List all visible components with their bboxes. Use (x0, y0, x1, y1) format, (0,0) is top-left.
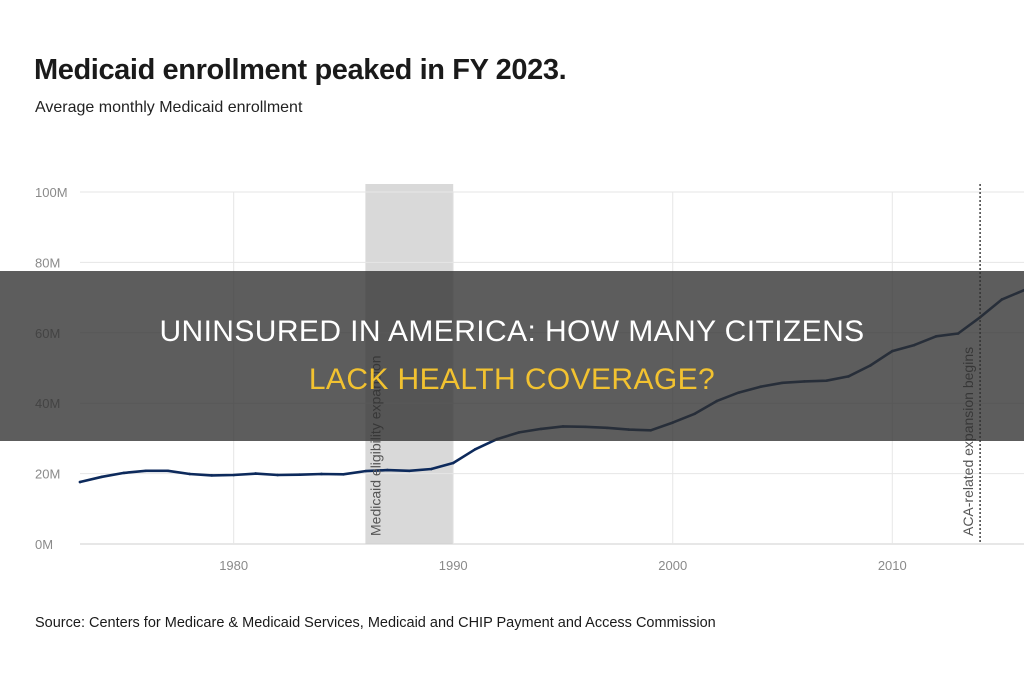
title-overlay-band (0, 271, 1024, 441)
data-point-1975 (122, 471, 126, 475)
y-tick-label-5: 100M (35, 185, 68, 200)
overlay-headline-line-1: Uninsured in America: How Many Citizens (159, 315, 865, 348)
data-point-1990 (451, 461, 455, 465)
data-point-1988 (408, 469, 411, 473)
data-point-1976 (144, 469, 148, 473)
chart-subtitle: Average monthly Medicaid enrollment (35, 99, 303, 116)
data-point-1986 (364, 469, 367, 473)
y-tick-label-4: 80M (35, 255, 60, 270)
data-point-1985 (342, 473, 345, 476)
data-point-1978 (188, 472, 192, 476)
data-point-1981 (254, 472, 257, 475)
data-point-1984 (320, 472, 323, 476)
overlay-headline: Uninsured in America: How Many Citizens … (0, 308, 1024, 404)
source-note: Source: Centers for Medicare & Medicaid … (35, 615, 716, 631)
data-point-1977 (166, 469, 170, 473)
y-tick-label-0: 0M (35, 537, 53, 552)
chart-title: Medicaid enrollment peaked in FY 2023. (34, 54, 567, 86)
x-tick-label-3: 2010 (878, 558, 907, 573)
data-point-1973 (78, 480, 82, 484)
data-point-1979 (210, 474, 214, 477)
x-tick-label-0: 1980 (219, 558, 248, 573)
data-point-1987 (386, 468, 389, 472)
x-tick-label-1: 1990 (439, 558, 468, 573)
data-point-1991 (473, 448, 477, 451)
y-tick-label-1: 20M (35, 467, 60, 482)
data-point-1983 (298, 473, 301, 476)
data-point-1974 (100, 475, 104, 479)
data-point-1989 (429, 467, 433, 471)
x-tick-label-2: 2000 (658, 558, 687, 573)
data-point-1982 (276, 473, 279, 477)
overlay-headline-line-2: Lack Health Coverage? (308, 363, 716, 396)
data-point-1980 (232, 473, 235, 477)
